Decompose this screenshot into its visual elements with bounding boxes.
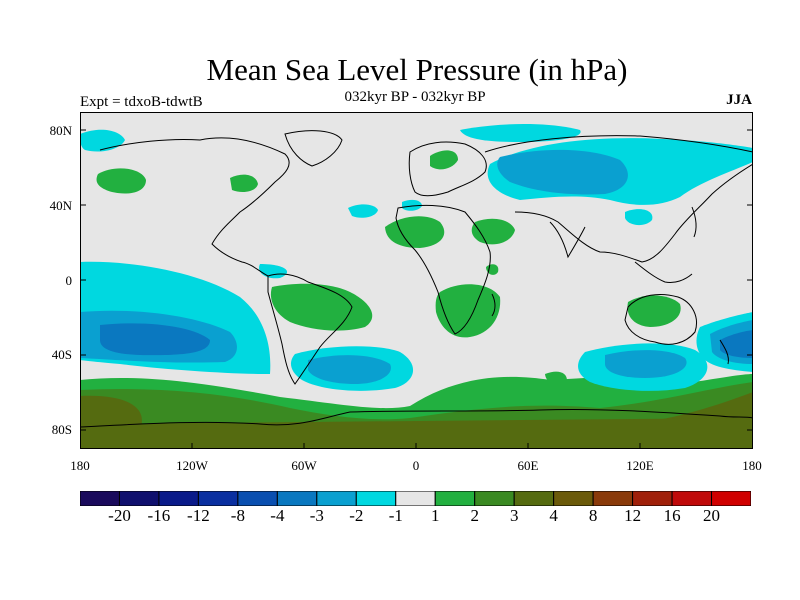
colorbar-label: -12 bbox=[187, 506, 210, 525]
map-frame bbox=[80, 112, 753, 449]
coast-asia bbox=[484, 135, 753, 263]
colorbar bbox=[80, 491, 751, 506]
colorbar-cell bbox=[592, 491, 634, 506]
colorbar-cell bbox=[553, 491, 594, 506]
colorbar-cell bbox=[237, 491, 278, 506]
west-africa-green bbox=[385, 216, 445, 248]
colorbar-cell bbox=[355, 491, 397, 506]
coastlines bbox=[80, 130, 753, 428]
coast-japan bbox=[691, 206, 697, 238]
colorbar-label: 12 bbox=[624, 506, 642, 525]
africa-south-green bbox=[435, 284, 501, 338]
colorbar-label: -8 bbox=[230, 506, 245, 525]
colorbar-cell bbox=[474, 491, 515, 506]
colorbar-label: 8 bbox=[588, 506, 598, 525]
coast-south-america bbox=[267, 273, 353, 385]
colorbar-label: -20 bbox=[108, 506, 131, 525]
coast-india bbox=[549, 221, 586, 259]
experiment-label: Expt = tdxoB-tdwtB bbox=[80, 94, 203, 110]
lat-label-40n: 40N bbox=[49, 198, 72, 213]
arctic-cyan-2 bbox=[460, 124, 581, 142]
europe-green bbox=[430, 150, 458, 170]
lon-label-60w: 60W bbox=[291, 458, 317, 473]
coast-africa bbox=[395, 204, 491, 335]
coast-greenland bbox=[284, 130, 343, 167]
north-america-green bbox=[230, 174, 258, 192]
colorbar-cell bbox=[276, 491, 318, 506]
south-pacific-midblue bbox=[100, 323, 210, 356]
colorbar-cell bbox=[711, 491, 751, 506]
lon-label-0: 0 bbox=[412, 458, 420, 473]
lon-label-120e: 120E bbox=[626, 458, 654, 473]
colorbar-cell bbox=[434, 491, 476, 506]
arctic-cyan bbox=[80, 129, 125, 152]
colorbar-label: 1 bbox=[430, 506, 440, 525]
colorbar-cell bbox=[80, 491, 120, 506]
lon-label-180e: 180 bbox=[742, 458, 762, 473]
antarctic-shelf-olive bbox=[80, 418, 753, 449]
colorbar-label: -1 bbox=[388, 506, 403, 525]
lon-label-180w: 180 bbox=[70, 458, 90, 473]
colorbar-cell bbox=[316, 491, 357, 506]
australia-green bbox=[627, 295, 681, 327]
lat-label-40s: 40S bbox=[51, 347, 72, 362]
coast-madagascar bbox=[491, 293, 496, 317]
eurasia-lightblue bbox=[497, 149, 628, 195]
season-label: JJA bbox=[726, 92, 752, 108]
indian-ocean-lightblue bbox=[605, 350, 687, 378]
chart-subtitle: 032kyr BP - 032kyr BP bbox=[344, 89, 486, 105]
colorbar-label: 20 bbox=[703, 506, 720, 525]
colorbar-label: 16 bbox=[663, 506, 681, 525]
lat-label-80n: 80N bbox=[49, 123, 72, 138]
atlantic-cyan bbox=[348, 204, 378, 218]
chart-title: Mean Sea Level Pressure (in hPa) bbox=[206, 52, 628, 87]
colorbar-cell bbox=[197, 491, 239, 506]
colorbar-label: -16 bbox=[147, 506, 171, 525]
atlantic-cyan-2 bbox=[402, 199, 422, 211]
indian-green bbox=[545, 371, 567, 386]
colorbar-label: -2 bbox=[349, 506, 364, 525]
coast-north-america bbox=[99, 137, 290, 277]
south-america-green bbox=[270, 283, 373, 331]
pressure-map bbox=[80, 112, 753, 449]
tasman-midblue bbox=[720, 330, 753, 358]
colorbar-label: -3 bbox=[309, 506, 324, 525]
colorbar-cell bbox=[632, 491, 673, 506]
coast-europe bbox=[408, 141, 487, 197]
lon-label-60e: 60E bbox=[517, 458, 539, 473]
colorbar-label: 4 bbox=[549, 506, 558, 525]
colorbar-cell bbox=[671, 491, 713, 506]
coast-antarctica bbox=[80, 408, 753, 428]
arabia-green bbox=[471, 218, 515, 245]
mediterranean-cyan bbox=[625, 209, 653, 226]
lon-label-120w: 120W bbox=[176, 458, 208, 473]
colorbar-label: -4 bbox=[270, 506, 285, 525]
colorbar-cell bbox=[158, 491, 199, 506]
colorbar-label: 3 bbox=[509, 506, 519, 525]
colorbar-cell bbox=[513, 491, 555, 506]
colorbar-cell bbox=[118, 491, 160, 506]
pacific-green bbox=[96, 168, 146, 194]
lat-label-80s: 80S bbox=[51, 422, 72, 437]
coast-southeast-asia bbox=[634, 261, 693, 283]
south-atlantic-lightblue bbox=[308, 355, 391, 384]
coast-australia bbox=[624, 294, 697, 345]
colorbar-label: 2 bbox=[470, 506, 479, 525]
coast-new-zealand bbox=[719, 339, 729, 365]
lat-label-0: 0 bbox=[65, 273, 73, 288]
colorbar-cell bbox=[395, 491, 436, 506]
